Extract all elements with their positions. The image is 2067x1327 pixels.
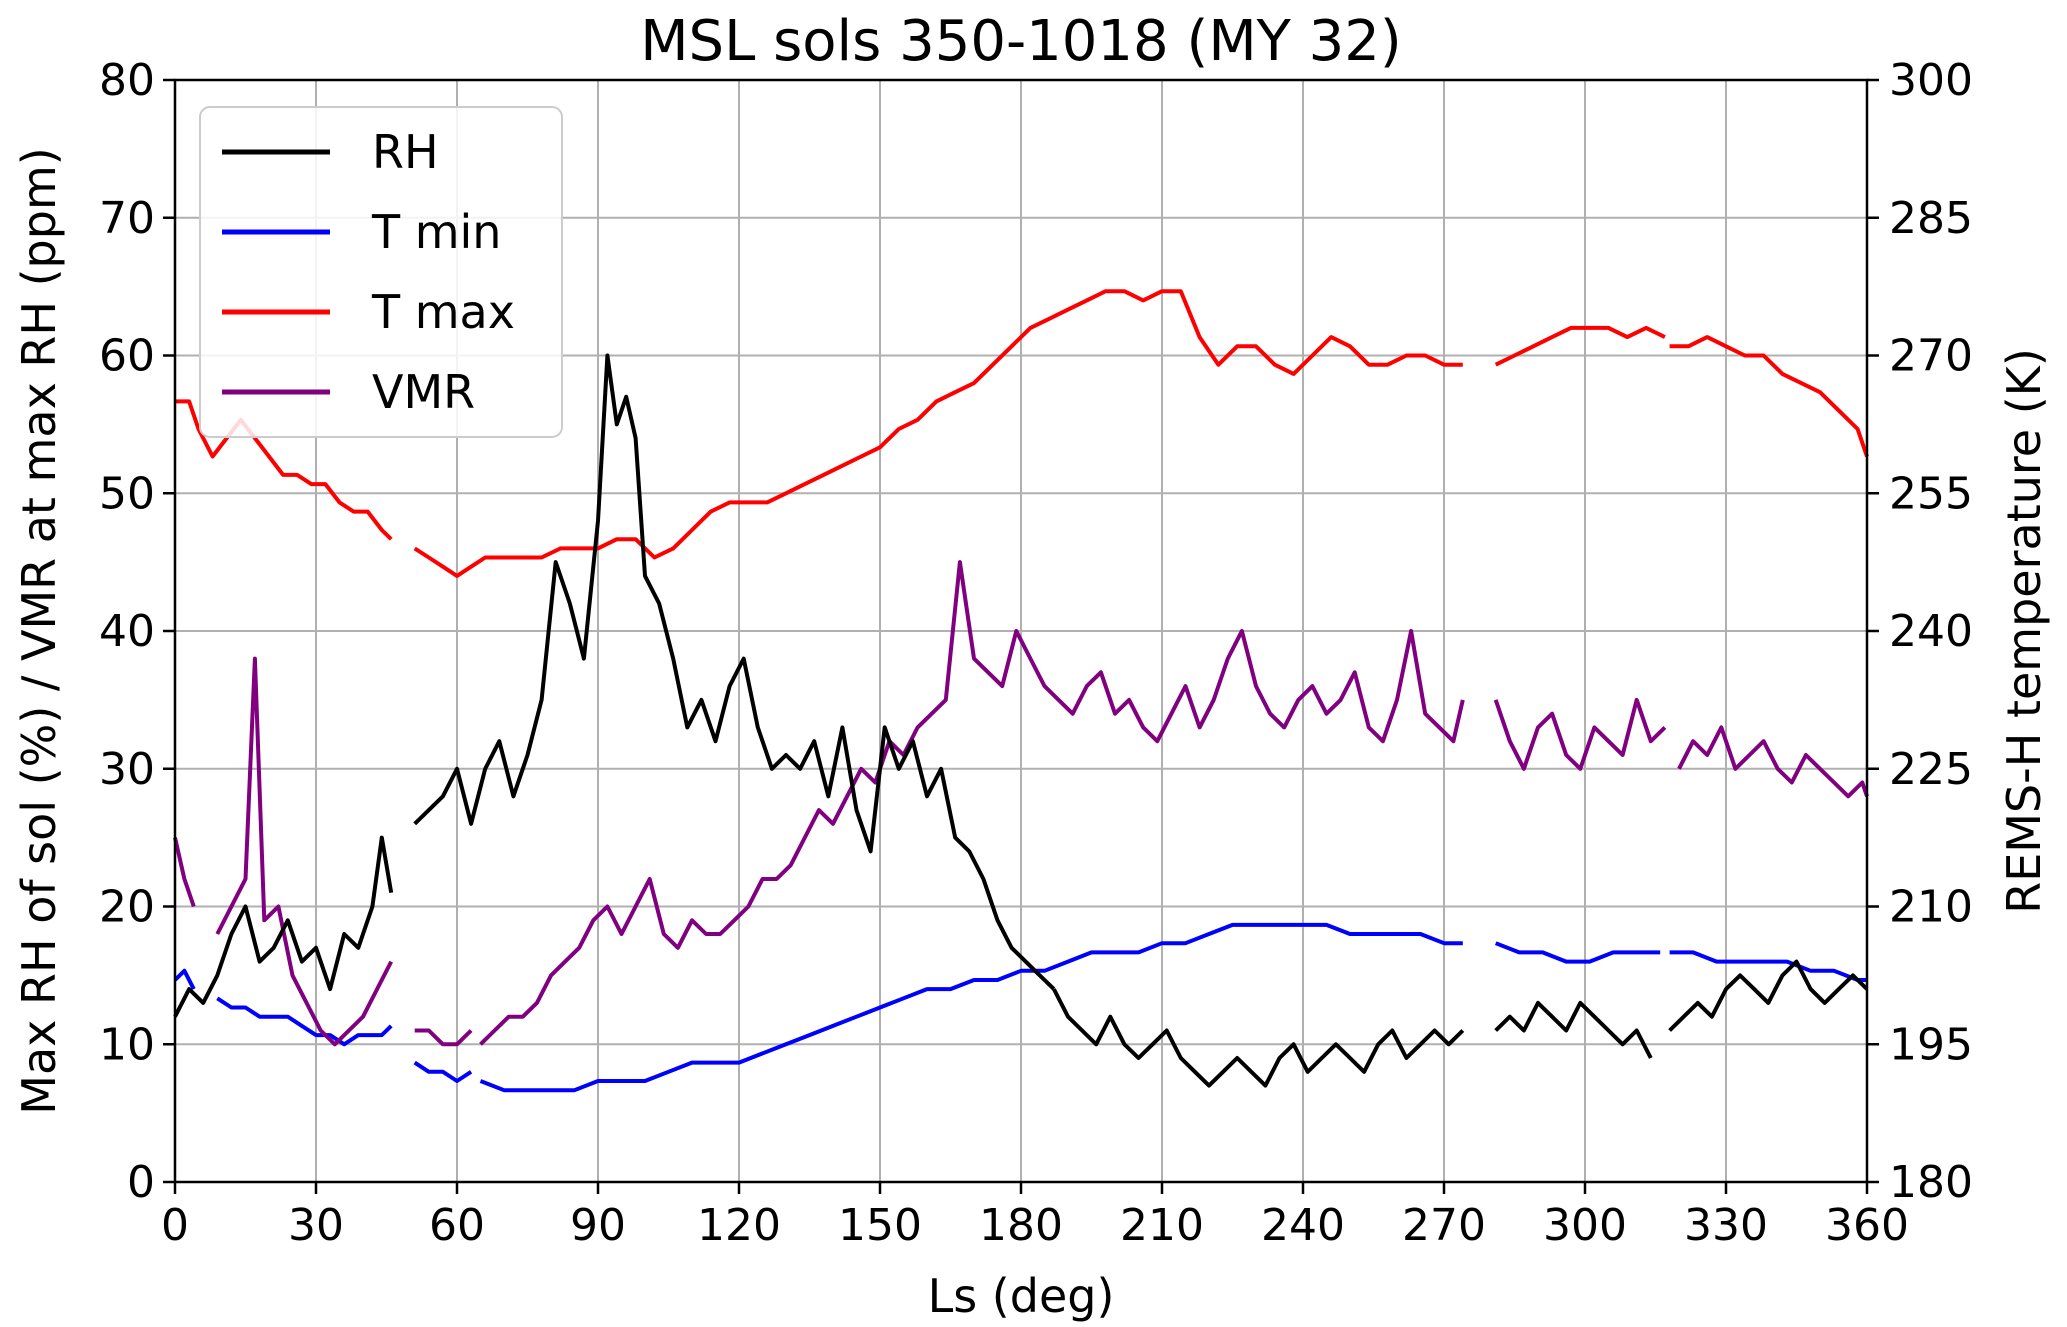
x-tick-label: 90 [570,1200,626,1251]
y-tick-label-right: 240 [1889,606,1973,657]
series-rh [173,353,1869,1088]
legend-label: RH [372,125,439,179]
legend-label: VMR [372,365,475,419]
legend: RH T min T max VMR [199,106,563,438]
series-line [1677,725,1869,799]
legend-label: T max [371,285,515,339]
series-line [175,399,393,541]
series-line [1494,325,1666,367]
y-tick-label-left: 50 [99,468,155,519]
y-tick-label-right: 285 [1889,193,1973,244]
x-tick-label: 0 [161,1200,189,1251]
y-tick-label-right: 255 [1889,468,1973,519]
y-tick-label-right: 195 [1889,1019,1973,1070]
legend-box [199,106,563,438]
y-tick-label-left: 10 [99,1019,155,1070]
x-tick-label: 360 [1825,1200,1909,1251]
y-tick-label-left: 0 [127,1157,155,1208]
series-line [173,968,196,991]
y-tick-label-right: 210 [1889,882,1973,933]
x-tick-label: 240 [1261,1200,1345,1251]
x-tick-label: 330 [1684,1200,1768,1251]
y-tick-label-left: 70 [99,193,155,244]
series-line [215,656,393,1047]
series-line [1669,335,1869,458]
plot-area [173,289,1869,1093]
y-tick-label-left: 30 [99,744,155,795]
y-tick-label-right: 300 [1889,55,1973,106]
series-line [1494,941,1661,964]
x-tick-label: 60 [429,1200,485,1251]
y-tick-label-left: 80 [99,55,155,106]
x-tick-label: 30 [288,1200,344,1251]
y-tick-label-right: 180 [1889,1157,1973,1208]
series-t-min [173,922,1867,1093]
axes: 0 30 60 90 120 150 180 210 240 270 300 330 360 0 10 20 3… [99,55,1973,1251]
series-line [1494,1000,1653,1059]
y-tick-label-right: 270 [1889,331,1973,382]
x-axis-label: Ls (deg) [928,1269,1115,1323]
series-line [413,289,1463,578]
x-tick-label: 150 [838,1200,922,1251]
legend-label: T min [371,205,501,259]
series-line [414,1028,473,1047]
series-line [216,996,393,1047]
series-line [1668,959,1869,1032]
series-line [479,922,1463,1093]
series-line [413,1060,473,1083]
y-tick-label-left: 40 [99,606,155,657]
series-line [173,837,196,908]
y-axis-label-right: REMS-H temperature (K) [1997,348,2051,914]
series-line [1052,988,1465,1088]
x-tick-label: 120 [697,1200,781,1251]
series-line [479,560,1465,1046]
series-line [173,835,394,1018]
y-tick-label-left: 20 [99,882,155,933]
series-line [1669,950,1867,982]
series-vmr [173,560,1869,1047]
y-tick-label-left: 60 [99,331,155,382]
chart-title: MSL sols 350-1018 (MY 32) [640,9,1402,74]
x-tick-label: 210 [1120,1200,1204,1251]
x-tick-label: 300 [1543,1200,1627,1251]
y-tick-label-right: 225 [1889,744,1973,795]
x-tick-label: 270 [1402,1200,1486,1251]
series-t-max [175,289,1869,578]
x-tick-label: 180 [979,1200,1063,1251]
series-line [413,353,1056,991]
series-line [1493,697,1667,771]
y-axis-label-left: Max RH of sol (%) / VMR at max RH (ppm) [12,147,66,1114]
